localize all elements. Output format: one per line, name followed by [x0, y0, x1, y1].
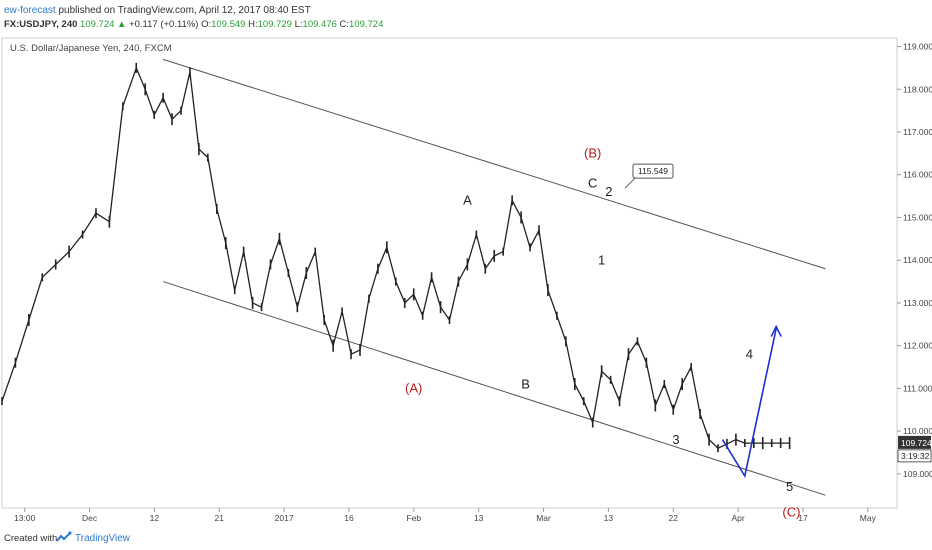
projection-line [721, 328, 777, 479]
ohlc-line: FX:USDJPY, 240 109.724 ▲ +0.117 (+0.11%)… [4, 19, 383, 30]
x-tick-label: 21 [215, 513, 225, 523]
low-label: L: [294, 19, 303, 30]
x-tick-label: 13:00 [14, 513, 36, 523]
x-tick-label: 17 [798, 513, 808, 523]
channel-lower-line[interactable] [162, 281, 826, 496]
last-price: 109.724 [80, 19, 115, 30]
price-series-line [1, 66, 790, 449]
wave-label: A [463, 193, 472, 208]
y-tick-label: 116.000 [903, 170, 932, 180]
publish-line: ew-forecast published on TradingView.com… [4, 5, 311, 16]
wave-label: 4 [746, 346, 753, 361]
wave-label: C [588, 176, 597, 191]
y-tick-label: 110.000 [903, 426, 932, 436]
published-text: published on TradingView.com, April 12, … [58, 5, 311, 16]
created-with-text: Created with [4, 533, 58, 544]
wave-label: 3 [672, 432, 679, 447]
x-tick-label: 22 [669, 513, 679, 523]
countdown-tag [897, 449, 932, 463]
x-tick-label: 12 [150, 513, 160, 523]
open-value: 109.549 [211, 19, 246, 30]
low-value: 109.476 [302, 19, 337, 30]
y-tick-label: 115.000 [903, 212, 932, 222]
symbol-label: FX:USDJPY, 240 [4, 19, 78, 30]
open-label: O: [201, 19, 212, 30]
wave-label: 5 [786, 479, 793, 494]
last-price-tag [898, 435, 931, 449]
high-label: H: [248, 19, 258, 30]
wave-label: 1 [598, 252, 605, 267]
y-tick-label: 112.000 [903, 341, 932, 351]
wave-label: (A) [405, 381, 422, 396]
up-arrow-icon: ▲ [117, 19, 127, 30]
footer: Created with TradingView [0, 528, 932, 550]
wave-label: B [521, 376, 530, 391]
y-tick-label: 109.000 [903, 469, 932, 479]
chart-header: ew-forecast published on TradingView.com… [0, 0, 932, 32]
plot-area[interactable] [1, 37, 898, 509]
last-price-label: 109.724 [901, 438, 932, 448]
x-tick-label: 2017 [275, 513, 294, 523]
wave-label: 2 [605, 184, 612, 199]
countdown-label: 3:19:32 [901, 451, 930, 461]
x-tick-label: May [860, 513, 877, 523]
y-tick-label: 119.000 [903, 42, 932, 52]
close-value: 109.724 [349, 19, 384, 30]
x-tick-label: 13 [604, 513, 614, 523]
callout-price: 115.549 [638, 166, 668, 176]
close-label: C: [339, 19, 350, 30]
x-tick-label: 16 [344, 513, 354, 523]
channel-upper-line[interactable] [162, 58, 826, 270]
wave-label: (C) [782, 505, 800, 520]
tradingview-brand[interactable]: TradingView [75, 533, 131, 544]
y-tick-label: 114.000 [903, 255, 932, 265]
x-tick-label: Feb [407, 513, 422, 523]
x-tick-label: Mar [536, 513, 551, 523]
y-tick-label: 118.000 [903, 84, 932, 94]
y-tick-label: 111.000 [903, 383, 932, 393]
projection-arrowhead-icon [770, 324, 782, 337]
author-link[interactable]: ew-forecast [4, 5, 56, 16]
chart-title: U.S. Dollar/Japanese Yen, 240, FXCM [10, 43, 172, 54]
y-tick-label: 117.000 [903, 127, 932, 137]
wave-label: (B) [584, 146, 601, 161]
x-tick-label: 13 [474, 513, 484, 523]
callout-box[interactable] [632, 163, 674, 179]
price-change: +0.117 (+0.11%) [129, 19, 199, 30]
x-tick-label: Apr [731, 513, 744, 523]
high-value: 109.729 [257, 19, 292, 30]
x-tick-label: Dec [82, 513, 98, 523]
tradingview-logo-icon [56, 531, 72, 542]
y-tick-label: 113.000 [903, 298, 932, 308]
